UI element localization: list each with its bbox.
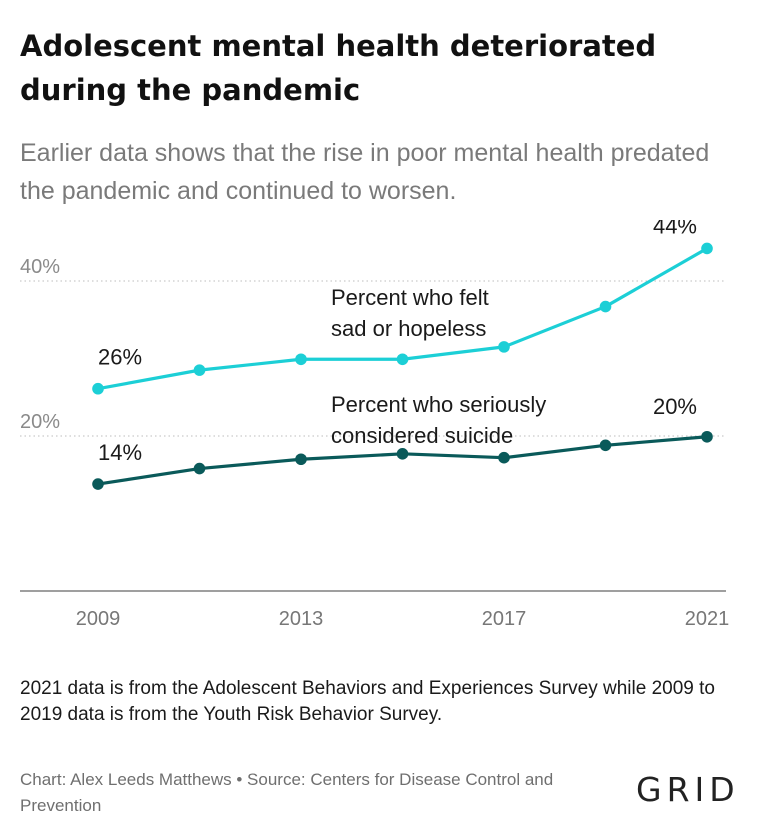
x-tick-label: 2021 bbox=[685, 608, 730, 630]
chart-title: Adolescent mental health deteriorated du… bbox=[20, 29, 657, 107]
series-label: Percent who seriously bbox=[331, 392, 546, 417]
x-tick-label: 2017 bbox=[482, 608, 527, 630]
line-chart: 20% 40% 2009 2013 2017 2021 Percent who felt sa… bbox=[20, 220, 730, 630]
data-point bbox=[193, 462, 206, 475]
start-value-label: 14% bbox=[98, 440, 142, 465]
data-point bbox=[295, 453, 307, 466]
data-point bbox=[396, 353, 409, 366]
series-label: Percent who felt bbox=[331, 285, 489, 310]
data-point bbox=[396, 448, 409, 460]
data-point bbox=[193, 364, 206, 376]
data-point bbox=[498, 341, 510, 353]
data-note: 2021 data is from the Adolescent Behavio… bbox=[20, 678, 715, 725]
source-credit: Chart: Alex Leeds Matthews • Source: Cen… bbox=[20, 770, 554, 815]
data-point bbox=[599, 439, 612, 452]
grid-logo: GRID bbox=[636, 770, 740, 809]
end-value-label: 44% bbox=[653, 220, 697, 238]
start-value-label: 26% bbox=[98, 345, 142, 370]
series-label: considered suicide bbox=[331, 423, 513, 448]
data-point bbox=[701, 242, 713, 255]
data-point bbox=[92, 478, 104, 490]
end-value-label: 20% bbox=[653, 394, 697, 419]
x-tick-label: 2009 bbox=[76, 608, 121, 630]
chart-subtitle: Earlier data shows that the rise in poor… bbox=[20, 139, 710, 205]
data-point bbox=[599, 300, 612, 313]
data-point bbox=[92, 382, 104, 395]
data-point bbox=[498, 451, 510, 464]
data-point bbox=[295, 353, 307, 366]
series-label: sad or hopeless bbox=[331, 316, 486, 341]
y-tick-label: 40% bbox=[20, 256, 60, 278]
x-tick-label: 2013 bbox=[279, 608, 324, 630]
y-tick-label: 20% bbox=[20, 411, 60, 433]
data-point bbox=[701, 430, 713, 443]
